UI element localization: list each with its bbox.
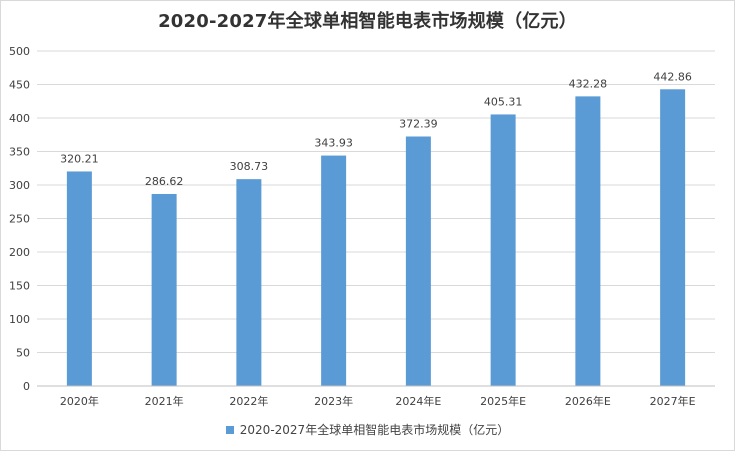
- x-tick-label: 2020年: [60, 394, 99, 408]
- x-tick-label: 2023年: [314, 394, 353, 408]
- data-label: 343.93: [314, 137, 353, 150]
- x-tick-label: 2021年: [145, 394, 184, 408]
- y-tick-label: 0: [23, 380, 30, 393]
- data-label: 372.39: [399, 117, 438, 130]
- data-label: 286.62: [145, 175, 184, 188]
- y-tick-label: 100: [9, 313, 30, 326]
- y-tick-label: 50: [16, 347, 30, 360]
- x-tick-label: 2027年E: [650, 394, 696, 408]
- bar: [151, 193, 177, 386]
- data-label: 432.28: [569, 77, 608, 90]
- bar: [575, 96, 601, 386]
- chart-title: 2020-2027年全球单相智能电表市场规模（亿元）: [158, 11, 577, 32]
- x-tick-label: 2022年: [229, 394, 268, 408]
- x-tick-label: 2026年E: [565, 394, 611, 408]
- y-tick-label: 450: [9, 79, 30, 92]
- y-tick-label: 500: [9, 45, 30, 58]
- x-tick-label: 2024年E: [395, 394, 441, 408]
- y-tick-label: 300: [9, 179, 30, 192]
- chart-legend: 2020-2027年全球单相智能电表市场规模（亿元）: [0, 421, 735, 438]
- bar: [236, 179, 262, 386]
- y-tick-label: 250: [9, 213, 30, 226]
- bar: [490, 114, 516, 387]
- y-tick-label: 350: [9, 146, 30, 159]
- bar: [66, 171, 92, 386]
- bar: [660, 89, 686, 386]
- data-label: 308.73: [230, 160, 269, 173]
- legend-swatch: [225, 425, 234, 434]
- y-tick-label: 200: [9, 246, 30, 259]
- data-label: 320.21: [60, 152, 99, 165]
- y-tick-label: 400: [9, 112, 30, 125]
- x-tick-label: 2025年E: [480, 394, 526, 408]
- bar: [405, 136, 431, 386]
- bar: [321, 155, 347, 386]
- data-label: 442.86: [653, 70, 692, 83]
- legend-label: 2020-2027年全球单相智能电表市场规模（亿元）: [239, 423, 510, 437]
- data-label: 405.31: [484, 95, 523, 108]
- y-tick-label: 150: [9, 280, 30, 293]
